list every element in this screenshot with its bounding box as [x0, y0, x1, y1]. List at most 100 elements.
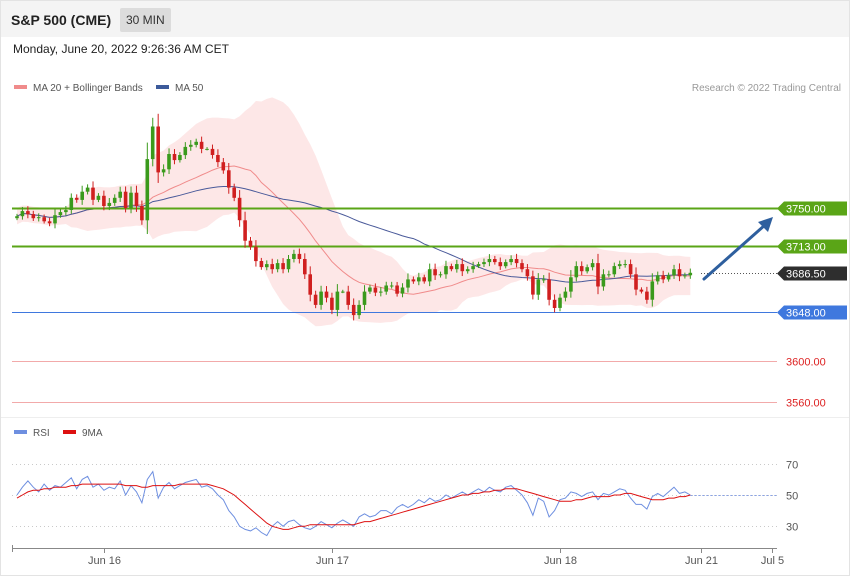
- candle: [623, 259, 627, 268]
- candle-body: [123, 191, 128, 208]
- candle-body: [297, 253, 302, 259]
- candle-body: [395, 285, 399, 294]
- rsi-tick-label-50: 50: [786, 491, 798, 503]
- candle: [373, 283, 378, 297]
- candle-body: [536, 279, 541, 295]
- candle-body: [514, 259, 519, 264]
- candle-body: [547, 279, 551, 300]
- candle: [346, 285, 350, 310]
- candle-body: [275, 263, 280, 270]
- candle: [237, 190, 242, 227]
- candle-body: [74, 197, 79, 200]
- candle: [85, 184, 90, 195]
- candle-body: [482, 262, 486, 265]
- candle: [520, 259, 524, 273]
- candle: [341, 289, 345, 294]
- level-badge-3750-00: [777, 201, 847, 216]
- candle-body: [140, 206, 144, 221]
- candle: [303, 253, 307, 280]
- x-tick-label: Jun 17: [316, 555, 349, 567]
- timeframe-badge[interactable]: 30 MIN: [120, 8, 171, 32]
- candle-body: [210, 148, 215, 155]
- candle: [531, 270, 535, 300]
- candle-body: [270, 264, 274, 270]
- candle: [661, 270, 665, 284]
- candle: [357, 300, 361, 319]
- candle-body: [308, 274, 312, 295]
- candle-body: [677, 269, 682, 277]
- candle: [275, 259, 280, 273]
- candle: [672, 264, 676, 279]
- candle: [281, 258, 285, 274]
- candle-body: [172, 154, 177, 161]
- candle-body: [134, 192, 139, 206]
- candle: [617, 260, 622, 270]
- candle: [270, 258, 274, 274]
- candle-body: [422, 277, 426, 282]
- legend-label-ma50: MA 50: [175, 83, 204, 94]
- candle: [205, 147, 209, 151]
- level-badge-3713-00: [777, 239, 847, 254]
- candle: [612, 262, 617, 278]
- candle: [324, 286, 329, 303]
- candle: [26, 206, 30, 219]
- candle-body: [531, 276, 535, 295]
- candle-body: [645, 291, 649, 300]
- candle-body: [205, 148, 209, 150]
- timestamp: Monday, June 20, 2022 9:26:36 AM CET: [13, 42, 229, 56]
- candle: [145, 142, 150, 235]
- candle: [395, 281, 399, 297]
- candle-body: [31, 214, 36, 219]
- rsi-tick-label-70: 70: [786, 460, 798, 472]
- candle-body: [118, 191, 122, 198]
- candle: [552, 294, 557, 313]
- candle: [53, 209, 57, 229]
- candle: [368, 284, 372, 294]
- candle-body: [444, 266, 448, 275]
- candle-body: [243, 220, 247, 241]
- candle-body: [145, 159, 150, 221]
- candle: [156, 113, 160, 183]
- candle-body: [303, 259, 307, 275]
- candle-body: [102, 195, 106, 206]
- candle: [563, 287, 568, 302]
- candle: [91, 181, 95, 206]
- candle-body: [69, 197, 74, 210]
- candle-body: [58, 212, 63, 216]
- candle: [308, 266, 312, 302]
- candle-body: [36, 217, 41, 219]
- candle-body: [400, 287, 405, 294]
- candle-body: [161, 169, 166, 173]
- candle: [476, 261, 481, 269]
- candle: [254, 240, 258, 267]
- candle-body: [189, 144, 193, 147]
- legend-label-ma20: MA 20 + Bollinger Bands: [33, 83, 143, 94]
- candle: [482, 258, 486, 268]
- candle: [389, 281, 394, 289]
- candle-body: [362, 291, 367, 305]
- candle: [118, 186, 122, 202]
- legend-swatch-rsi-ma: [63, 430, 76, 434]
- candle: [172, 149, 177, 165]
- candle: [227, 163, 231, 194]
- candle: [634, 267, 638, 296]
- level-label-3648-00: 3648.00: [786, 308, 826, 320]
- candle: [335, 284, 340, 317]
- candle-body: [623, 264, 627, 266]
- candle-body: [433, 269, 437, 276]
- candle-body: [617, 264, 622, 267]
- legend-swatch-ma20: [14, 85, 27, 89]
- candle-body: [53, 215, 57, 224]
- candle: [259, 257, 264, 270]
- candle: [379, 287, 383, 297]
- candle-body: [129, 192, 133, 208]
- candle: [406, 273, 410, 293]
- candle: [455, 259, 459, 273]
- candle: [514, 253, 519, 268]
- candle: [102, 190, 106, 211]
- candle: [96, 193, 101, 203]
- candle-body: [384, 285, 388, 292]
- candle-body: [389, 285, 394, 287]
- candle-body: [85, 187, 90, 192]
- candle-body: [406, 279, 410, 288]
